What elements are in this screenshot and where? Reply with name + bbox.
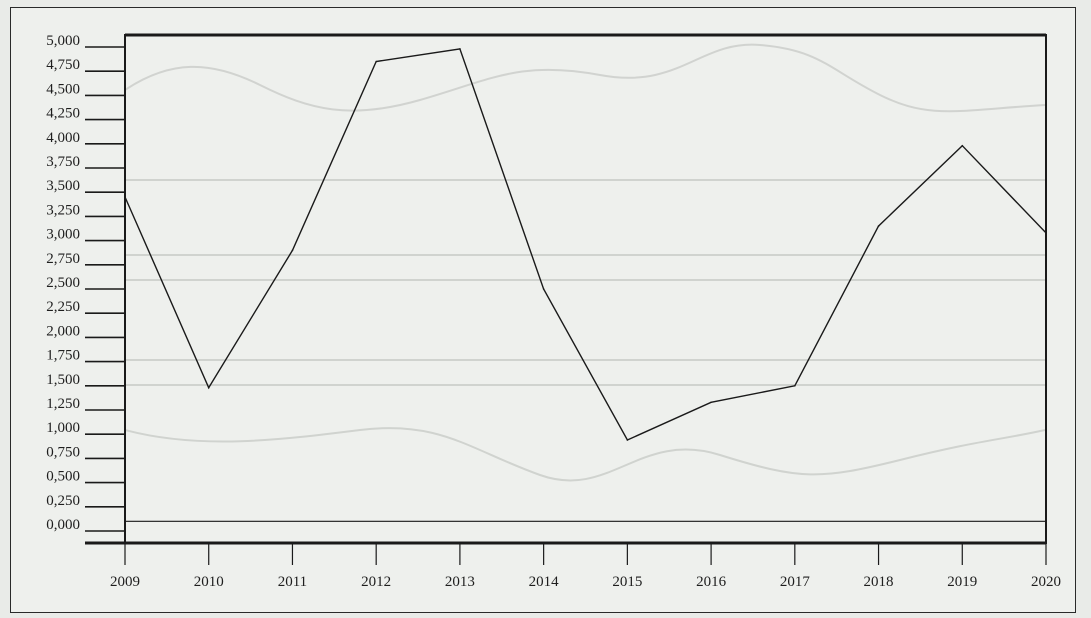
x-tick-label: 2019 [947,574,977,590]
x-tick-label: 2016 [696,574,727,590]
data-point [877,225,880,227]
x-tick-label: 2014 [529,574,560,590]
x-tick-label: 2010 [194,574,224,590]
data-point [710,401,712,404]
chart-frame [10,7,1076,613]
y-axis: 0,000 0,250 0,500 0,750 1,000 1,250 1,500 1,750… [46,33,125,533]
y-tick-label: 4,500 [46,81,80,97]
y-tick-label: 2,000 [46,323,80,339]
plot-border [124,34,1047,544]
y-tick-label: 0,000 [46,517,80,533]
y-tick-label: 0,750 [46,444,80,460]
data-point [375,60,377,63]
data-point [794,385,796,387]
data-point [124,196,126,198]
x-tick-label: 2013 [445,574,475,590]
y-tick-label: 3,500 [46,178,80,194]
y-tick-label: 2,750 [46,251,80,267]
x-tick-label: 2015 [612,574,642,590]
data-point [1045,232,1047,234]
y-tick-label: 3,000 [46,227,80,243]
data-point [542,288,545,290]
data-point [291,249,294,252]
y-tick-label: 5,000 [46,33,80,49]
y-tick-label: 4,250 [46,106,80,122]
y-tick-label: 1,250 [46,396,80,412]
x-tick-label: 2009 [110,574,140,590]
series-line [124,48,1047,441]
x-tick-label: 2011 [278,574,307,590]
data-point [459,48,461,50]
x-tick-label: 2017 [780,574,811,590]
y-tick-label: 2,250 [46,299,80,315]
y-tick-label: 0,250 [46,493,80,509]
x-axis: 2009 2010 2011 2012 2013 2014 2015 2016 2017 2018… [110,543,1061,590]
y-tick-label: 1,500 [46,372,80,388]
y-tick-label: 4,750 [46,57,80,73]
y-tick-label: 4,000 [46,130,80,146]
x-tick-label: 2020 [1031,574,1061,590]
data-point [207,386,210,389]
data-point [961,144,964,147]
data-point [626,439,629,441]
y-tick-label: 1,000 [46,420,80,436]
y-tick-label: 3,750 [46,154,80,170]
y-tick-label: 3,250 [46,202,80,218]
y-tick-label: 0,500 [46,469,80,485]
y-tick-label: 2,500 [46,275,80,291]
x-tick-label: 2012 [361,574,391,590]
x-tick-label: 2018 [864,574,894,590]
plot-area [85,33,1047,545]
y-tick-label: 1,750 [46,348,80,364]
